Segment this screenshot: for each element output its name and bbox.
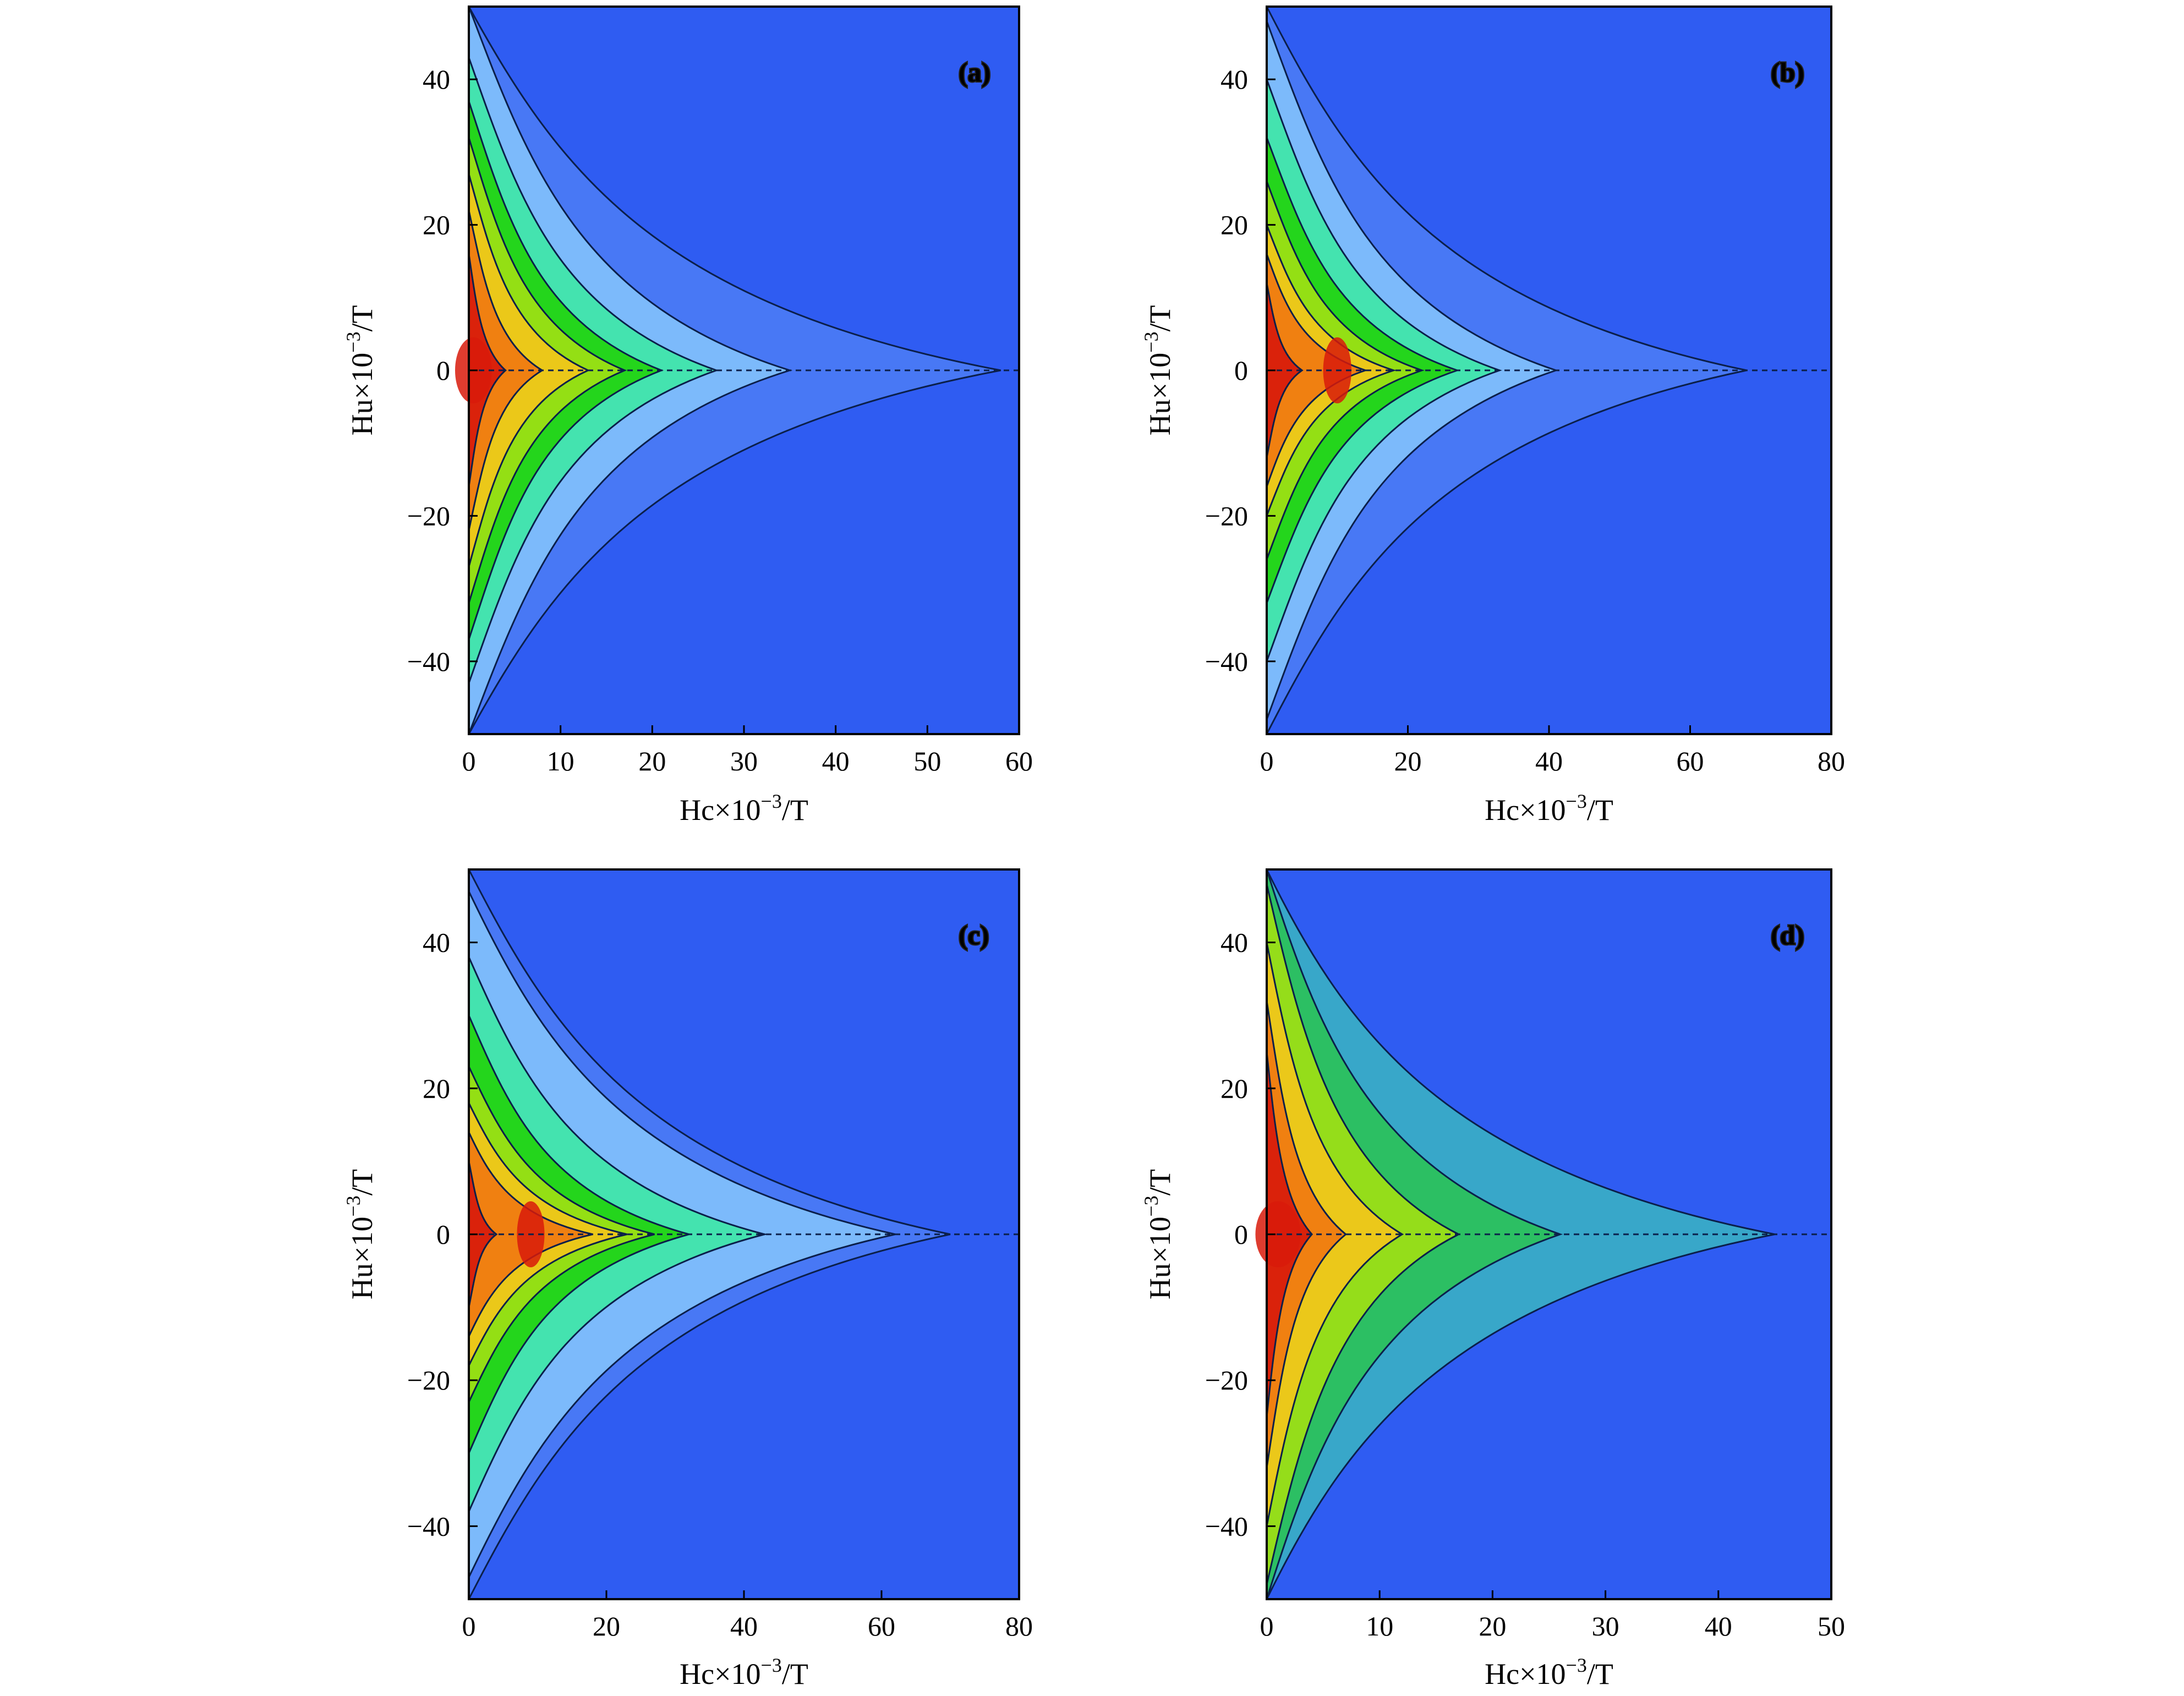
x-tick-label: 20	[638, 746, 666, 776]
y-tick-label: −20	[407, 500, 450, 531]
panel-tag: (d)	[1771, 920, 1804, 950]
contour-level-2	[1266, 253, 1369, 488]
x-tick-label: 60	[1677, 746, 1704, 776]
panel-b: 0 20 40 60 80 −40 −20 0 20 40 (b) Hc×10−3/T Hu×1…	[1140, 6, 1845, 827]
x-tick-label: 0	[1260, 746, 1274, 776]
y-tick-label: 0	[436, 1219, 450, 1250]
x-axis-ticks: 0 20 40 60 80	[1260, 725, 1845, 776]
y-tick-label: −20	[1205, 500, 1248, 531]
x-tick-label: 10	[1366, 1611, 1393, 1642]
x-axis-ticks: 0 20 40 60 80	[462, 1590, 1033, 1642]
y-tick-label: −40	[407, 1511, 450, 1541]
y-tick-label: −40	[407, 646, 450, 677]
x-axis-label: Hc×10−3/T	[680, 1654, 808, 1690]
panel-tag: (c)	[959, 920, 989, 950]
x-tick-label: 0	[462, 746, 476, 776]
x-tick-label: 0	[462, 1611, 476, 1642]
y-axis-ticks: −40 −20 0 20 40	[407, 927, 478, 1541]
x-tick-label: 20	[593, 1611, 620, 1642]
x-axis-label: Hc×10−3/T	[1485, 1654, 1613, 1690]
y-axis-label: Hu×10−3/T	[342, 1169, 379, 1300]
y-axis-ticks: −40 −20 0 20 40	[407, 64, 478, 677]
x-tick-label: 0	[1260, 1611, 1274, 1642]
y-tick-label: 40	[423, 64, 450, 95]
x-axis-label: Hc×10−3/T	[680, 790, 808, 827]
contour-level-1	[1266, 283, 1304, 458]
y-axis-ticks: −40 −20 0 20 40	[1205, 927, 1276, 1541]
x-tick-label: 30	[1592, 1611, 1619, 1642]
panel-tag: (b)	[1771, 57, 1804, 87]
panel-c: 0 20 40 60 80 −40 −20 0 20 40 (c) Hc×10−3/T Hu×1…	[342, 868, 1033, 1690]
x-tick-label: 40	[1535, 746, 1563, 776]
contour-layer	[1255, 869, 1775, 1600]
x-tick-label: 80	[1005, 1611, 1033, 1642]
y-tick-label: 40	[423, 927, 450, 958]
x-axis-ticks: 0 10 20 30 40 50 60	[462, 725, 1033, 776]
y-tick-label: 20	[423, 210, 450, 240]
y-tick-label: −40	[1205, 646, 1248, 677]
x-tick-label: 60	[868, 1611, 895, 1642]
x-tick-label: 40	[1705, 1611, 1732, 1642]
x-axis-label: Hc×10−3/T	[1485, 790, 1613, 827]
y-tick-label: 20	[1220, 1073, 1248, 1104]
y-axis-label: Hu×10−3/T	[1140, 1169, 1176, 1300]
x-tick-label: 30	[730, 746, 758, 776]
x-tick-label: 60	[1005, 746, 1033, 776]
y-tick-label: 0	[1234, 1219, 1248, 1250]
y-tick-label: 0	[436, 355, 450, 386]
x-tick-label: 20	[1479, 1611, 1506, 1642]
y-tick-label: 0	[1234, 355, 1248, 386]
y-tick-label: 20	[423, 1073, 450, 1104]
y-tick-label: −40	[1205, 1511, 1248, 1541]
y-tick-label: 40	[1220, 927, 1248, 958]
panel-tag: (a)	[959, 57, 990, 87]
x-axis-ticks: 0 10 20 30 40 50	[1260, 1590, 1845, 1642]
y-axis-label: Hu×10−3/T	[1140, 305, 1176, 436]
x-tick-label: 20	[1394, 746, 1422, 776]
y-tick-label: 20	[1220, 210, 1248, 240]
y-tick-label: −20	[1205, 1365, 1248, 1396]
y-tick-label: 40	[1220, 64, 1248, 95]
y-tick-label: −20	[407, 1365, 450, 1396]
x-tick-label: 40	[730, 1611, 758, 1642]
panel-d: 0 10 20 30 40 50 −40 −20 0 20 40 (d) Hc×10−3/T Hu…	[1140, 868, 1845, 1690]
x-tick-label: 50	[1818, 1611, 1845, 1642]
x-tick-label: 10	[547, 746, 574, 776]
x-tick-label: 50	[913, 746, 941, 776]
x-tick-label: 40	[822, 746, 850, 776]
y-axis-ticks: −40 −20 0 20 40	[1205, 64, 1276, 677]
x-tick-label: 80	[1818, 746, 1845, 776]
y-axis-label: Hu×10−3/T	[342, 305, 379, 436]
